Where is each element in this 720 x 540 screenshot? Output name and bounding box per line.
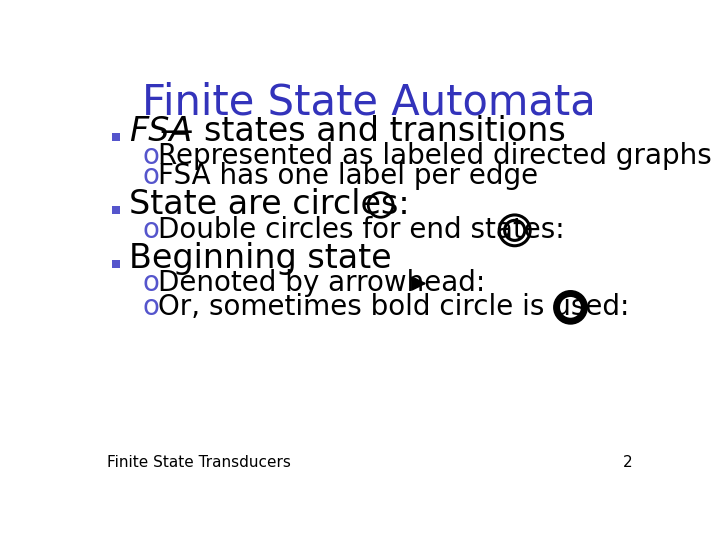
Text: FSA has one label per edge: FSA has one label per edge: [158, 163, 539, 191]
Text: Represented as labeled directed graphs: Represented as labeled directed graphs: [158, 143, 712, 171]
Text: o: o: [143, 269, 160, 298]
Text: Beginning state: Beginning state: [129, 242, 392, 275]
Text: State are circles:: State are circles:: [129, 188, 410, 221]
Text: o: o: [143, 163, 160, 191]
Text: Finite State Transducers: Finite State Transducers: [107, 455, 291, 470]
FancyBboxPatch shape: [112, 260, 120, 268]
Text: o: o: [143, 217, 160, 244]
Text: 2: 2: [623, 455, 632, 470]
Text: — states and transitions: — states and transitions: [160, 116, 565, 148]
Text: Or, sometimes bold circle is used:: Or, sometimes bold circle is used:: [158, 293, 629, 321]
Text: Double circles for end states:: Double circles for end states:: [158, 217, 564, 244]
Text: Finite State Automata: Finite State Automata: [142, 82, 596, 124]
Text: FSA: FSA: [129, 116, 192, 148]
FancyBboxPatch shape: [112, 132, 120, 141]
FancyBboxPatch shape: [112, 206, 120, 214]
Text: o: o: [143, 293, 160, 321]
Text: Denoted by arrowhead:: Denoted by arrowhead:: [158, 269, 485, 298]
Text: o: o: [143, 143, 160, 171]
